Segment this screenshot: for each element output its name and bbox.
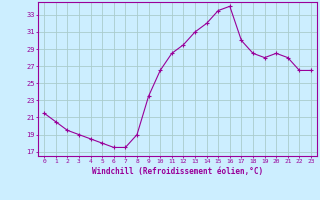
X-axis label: Windchill (Refroidissement éolien,°C): Windchill (Refroidissement éolien,°C) (92, 167, 263, 176)
